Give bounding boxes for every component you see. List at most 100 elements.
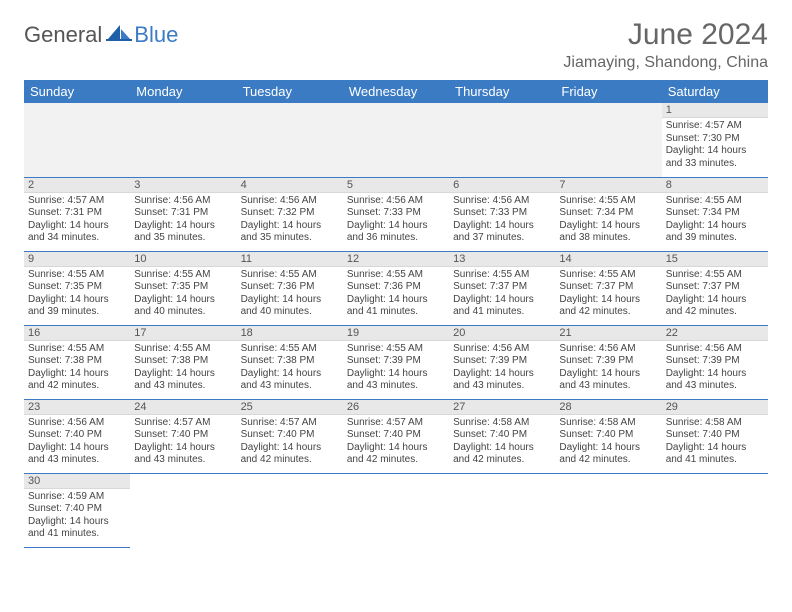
- brand-logo: General Blue: [24, 22, 178, 48]
- trailing-empty-cell: [555, 473, 661, 547]
- day-cell: 30Sunrise: 4:59 AMSunset: 7:40 PMDayligh…: [24, 473, 130, 547]
- trailing-empty-cell: [343, 473, 449, 547]
- empty-cell: [449, 103, 555, 177]
- day-info: Sunrise: 4:56 AMSunset: 7:32 PMDaylight:…: [237, 193, 343, 248]
- day-number: 26: [343, 400, 449, 415]
- day-info: Sunrise: 4:55 AMSunset: 7:34 PMDaylight:…: [662, 193, 768, 248]
- day-info: Sunrise: 4:58 AMSunset: 7:40 PMDaylight:…: [555, 415, 661, 470]
- month-title: June 2024: [563, 18, 768, 52]
- day-number: 22: [662, 326, 768, 341]
- calendar-row: 9Sunrise: 4:55 AMSunset: 7:35 PMDaylight…: [24, 251, 768, 325]
- day-cell: 19Sunrise: 4:55 AMSunset: 7:39 PMDayligh…: [343, 325, 449, 399]
- location-subtitle: Jiamaying, Shandong, China: [563, 54, 768, 72]
- day-info: Sunrise: 4:55 AMSunset: 7:37 PMDaylight:…: [555, 267, 661, 322]
- day-info: Sunrise: 4:55 AMSunset: 7:38 PMDaylight:…: [130, 341, 236, 396]
- weekday-header: Monday: [130, 80, 236, 103]
- empty-cell: [343, 103, 449, 177]
- day-cell: 24Sunrise: 4:57 AMSunset: 7:40 PMDayligh…: [130, 399, 236, 473]
- weekday-header: Friday: [555, 80, 661, 103]
- trailing-empty-cell: [662, 473, 768, 547]
- day-info: Sunrise: 4:59 AMSunset: 7:40 PMDaylight:…: [24, 489, 130, 544]
- day-info: Sunrise: 4:57 AMSunset: 7:30 PMDaylight:…: [662, 118, 768, 173]
- day-number: 20: [449, 326, 555, 341]
- day-info: Sunrise: 4:55 AMSunset: 7:38 PMDaylight:…: [24, 341, 130, 396]
- weekday-header: Wednesday: [343, 80, 449, 103]
- day-cell: 20Sunrise: 4:56 AMSunset: 7:39 PMDayligh…: [449, 325, 555, 399]
- calendar-row: 30Sunrise: 4:59 AMSunset: 7:40 PMDayligh…: [24, 473, 768, 547]
- day-cell: 2Sunrise: 4:57 AMSunset: 7:31 PMDaylight…: [24, 177, 130, 251]
- day-number: 1: [662, 103, 768, 118]
- day-info: Sunrise: 4:56 AMSunset: 7:39 PMDaylight:…: [555, 341, 661, 396]
- day-number: 30: [24, 474, 130, 489]
- day-cell: 13Sunrise: 4:55 AMSunset: 7:37 PMDayligh…: [449, 251, 555, 325]
- empty-cell: [237, 103, 343, 177]
- day-cell: 29Sunrise: 4:58 AMSunset: 7:40 PMDayligh…: [662, 399, 768, 473]
- day-number: 15: [662, 252, 768, 267]
- day-cell: 6Sunrise: 4:56 AMSunset: 7:33 PMDaylight…: [449, 177, 555, 251]
- day-cell: 3Sunrise: 4:56 AMSunset: 7:31 PMDaylight…: [130, 177, 236, 251]
- day-number: 8: [662, 178, 768, 193]
- day-info: Sunrise: 4:58 AMSunset: 7:40 PMDaylight:…: [662, 415, 768, 470]
- day-cell: 14Sunrise: 4:55 AMSunset: 7:37 PMDayligh…: [555, 251, 661, 325]
- day-number: 6: [449, 178, 555, 193]
- calendar-header-row: SundayMondayTuesdayWednesdayThursdayFrid…: [24, 80, 768, 103]
- day-info: Sunrise: 4:58 AMSunset: 7:40 PMDaylight:…: [449, 415, 555, 470]
- day-info: Sunrise: 4:55 AMSunset: 7:39 PMDaylight:…: [343, 341, 449, 396]
- day-cell: 7Sunrise: 4:55 AMSunset: 7:34 PMDaylight…: [555, 177, 661, 251]
- trailing-empty-cell: [130, 473, 236, 547]
- day-number: 12: [343, 252, 449, 267]
- calendar-row: 1Sunrise: 4:57 AMSunset: 7:30 PMDaylight…: [24, 103, 768, 177]
- day-info: Sunrise: 4:55 AMSunset: 7:34 PMDaylight:…: [555, 193, 661, 248]
- day-cell: 5Sunrise: 4:56 AMSunset: 7:33 PMDaylight…: [343, 177, 449, 251]
- day-number: 13: [449, 252, 555, 267]
- page-header: General Blue June 2024 Jiamaying, Shando…: [24, 18, 768, 72]
- day-number: 17: [130, 326, 236, 341]
- day-info: Sunrise: 4:57 AMSunset: 7:40 PMDaylight:…: [130, 415, 236, 470]
- day-cell: 11Sunrise: 4:55 AMSunset: 7:36 PMDayligh…: [237, 251, 343, 325]
- empty-cell: [555, 103, 661, 177]
- calendar-table: SundayMondayTuesdayWednesdayThursdayFrid…: [24, 80, 768, 548]
- day-info: Sunrise: 4:55 AMSunset: 7:38 PMDaylight:…: [237, 341, 343, 396]
- day-cell: 22Sunrise: 4:56 AMSunset: 7:39 PMDayligh…: [662, 325, 768, 399]
- day-number: 4: [237, 178, 343, 193]
- day-info: Sunrise: 4:55 AMSunset: 7:36 PMDaylight:…: [343, 267, 449, 322]
- day-number: 11: [237, 252, 343, 267]
- day-info: Sunrise: 4:56 AMSunset: 7:33 PMDaylight:…: [343, 193, 449, 248]
- day-number: 27: [449, 400, 555, 415]
- brand-text-blue: Blue: [134, 22, 178, 48]
- day-number: 7: [555, 178, 661, 193]
- day-number: 24: [130, 400, 236, 415]
- day-info: Sunrise: 4:56 AMSunset: 7:31 PMDaylight:…: [130, 193, 236, 248]
- day-cell: 10Sunrise: 4:55 AMSunset: 7:35 PMDayligh…: [130, 251, 236, 325]
- brand-text-general: General: [24, 22, 102, 48]
- day-info: Sunrise: 4:55 AMSunset: 7:35 PMDaylight:…: [24, 267, 130, 322]
- trailing-empty-cell: [449, 473, 555, 547]
- calendar-row: 16Sunrise: 4:55 AMSunset: 7:38 PMDayligh…: [24, 325, 768, 399]
- calendar-page: General Blue June 2024 Jiamaying, Shando…: [0, 0, 792, 566]
- day-info: Sunrise: 4:56 AMSunset: 7:39 PMDaylight:…: [662, 341, 768, 396]
- day-number: 19: [343, 326, 449, 341]
- weekday-header: Tuesday: [237, 80, 343, 103]
- day-number: 16: [24, 326, 130, 341]
- day-info: Sunrise: 4:55 AMSunset: 7:36 PMDaylight:…: [237, 267, 343, 322]
- title-block: June 2024 Jiamaying, Shandong, China: [563, 18, 768, 72]
- trailing-empty-cell: [237, 473, 343, 547]
- day-cell: 27Sunrise: 4:58 AMSunset: 7:40 PMDayligh…: [449, 399, 555, 473]
- day-info: Sunrise: 4:56 AMSunset: 7:39 PMDaylight:…: [449, 341, 555, 396]
- day-cell: 12Sunrise: 4:55 AMSunset: 7:36 PMDayligh…: [343, 251, 449, 325]
- empty-cell: [24, 103, 130, 177]
- day-number: 21: [555, 326, 661, 341]
- day-number: 18: [237, 326, 343, 341]
- day-info: Sunrise: 4:55 AMSunset: 7:37 PMDaylight:…: [662, 267, 768, 322]
- day-cell: 26Sunrise: 4:57 AMSunset: 7:40 PMDayligh…: [343, 399, 449, 473]
- day-info: Sunrise: 4:56 AMSunset: 7:33 PMDaylight:…: [449, 193, 555, 248]
- day-number: 9: [24, 252, 130, 267]
- day-cell: 28Sunrise: 4:58 AMSunset: 7:40 PMDayligh…: [555, 399, 661, 473]
- day-cell: 1Sunrise: 4:57 AMSunset: 7:30 PMDaylight…: [662, 103, 768, 177]
- day-cell: 9Sunrise: 4:55 AMSunset: 7:35 PMDaylight…: [24, 251, 130, 325]
- day-cell: 16Sunrise: 4:55 AMSunset: 7:38 PMDayligh…: [24, 325, 130, 399]
- day-cell: 21Sunrise: 4:56 AMSunset: 7:39 PMDayligh…: [555, 325, 661, 399]
- day-cell: 15Sunrise: 4:55 AMSunset: 7:37 PMDayligh…: [662, 251, 768, 325]
- weekday-header: Sunday: [24, 80, 130, 103]
- calendar-row: 2Sunrise: 4:57 AMSunset: 7:31 PMDaylight…: [24, 177, 768, 251]
